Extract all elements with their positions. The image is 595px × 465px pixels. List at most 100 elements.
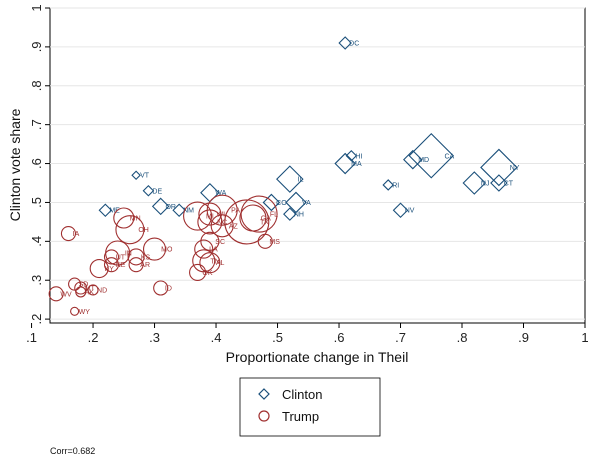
trump-point-ne (103, 257, 120, 273)
point-label-ar: AR (140, 262, 150, 269)
plot-area (49, 7, 586, 324)
clinton-point-co (262, 193, 281, 212)
x-tick-label: .1 (26, 330, 37, 345)
clinton-point-nv (392, 202, 409, 218)
point-label-vt: VT (140, 173, 150, 180)
point-label-ny: NY (510, 165, 520, 172)
point-label-nd: ND (97, 287, 107, 294)
clinton-point-il (276, 165, 304, 193)
point-label-hi: HI (355, 153, 362, 160)
trump-point-la (194, 239, 214, 259)
trump-point-al (199, 252, 221, 274)
point-label-al: AL (216, 260, 225, 267)
point-label-ca: CA (444, 153, 454, 160)
point-label-nv: NV (405, 208, 415, 215)
y-tick-label: .7 (29, 119, 44, 130)
x-tick-label: .9 (518, 330, 529, 345)
point-label-nc: NC (217, 219, 227, 226)
x-tick-label: .7 (395, 330, 406, 345)
point-label-wi: WI (216, 212, 225, 219)
trump-point-mt (74, 281, 88, 295)
trump-point-wy (70, 306, 80, 316)
point-label-mt: MT (85, 286, 96, 293)
point-label-nj: NJ (481, 181, 490, 188)
x-axis-title: Proportionate change in Theil (226, 349, 409, 365)
clinton-point-ca (408, 133, 455, 179)
point-label-ga: GA (261, 216, 271, 223)
point-label-ct: CT (504, 181, 514, 188)
point-label-me: ME (109, 208, 120, 215)
point-label-id: ID (165, 286, 172, 293)
x-tick-label: 1 (581, 330, 588, 345)
point-label-ri: RI (392, 182, 399, 189)
point-label-ky: KY (105, 266, 115, 273)
point-label-la: LA (209, 247, 218, 254)
point-label-az: AZ (229, 223, 239, 230)
y-tick-label: .5 (29, 197, 44, 208)
point-label-sd: SD (79, 282, 89, 289)
trump-point-ia (60, 226, 76, 242)
clinton-point-me (98, 203, 113, 217)
x-tick-label: .2 (88, 330, 99, 345)
x-tick-label: .8 (457, 330, 468, 345)
y-tick-label: .8 (29, 80, 44, 91)
x-tick-label: .5 (272, 330, 283, 345)
clinton-point-nh (283, 207, 297, 221)
point-label-ak: AK (85, 289, 95, 296)
clinton-point-dc (338, 36, 352, 50)
point-label-sc: SC (215, 239, 225, 246)
point-label-oh: OH (138, 227, 149, 234)
trump-point-mi (183, 201, 213, 231)
trump-point-tx (224, 199, 270, 245)
clinton-point-hi (345, 150, 358, 162)
clinton-point-nj (462, 171, 487, 195)
trump-point-nd (87, 284, 99, 296)
y-axis-ticks: .2 .3 .4 .5 .6 .7 .8 .9 1 (29, 4, 50, 325)
gridlines (50, 7, 585, 320)
x-axis-ticks: .1 .2 .3 .4 .5 .6 .7 .8 .9 1 (26, 323, 589, 345)
y-tick-label: .2 (29, 314, 44, 325)
point-label-wv: WV (60, 291, 72, 298)
x-tick-label: .4 (211, 330, 222, 345)
point-label-mo: MO (161, 247, 173, 254)
point-label-de: DE (152, 188, 162, 195)
point-label-or: OR (165, 204, 176, 211)
point-label-fl: FL (270, 212, 278, 219)
legend-clinton-diamond-icon (258, 388, 270, 400)
trump-point-wv (48, 286, 64, 302)
point-label-md: MD (418, 157, 429, 164)
clinton-point-nm (172, 203, 186, 217)
trump-point-sc (200, 231, 220, 251)
clinton-point-ma (334, 152, 356, 175)
point-label-ut: UT (116, 254, 126, 261)
trump-point-ms (257, 233, 273, 249)
trump-point-ga (239, 204, 267, 232)
point-label-ok: OK (202, 270, 212, 277)
y-tick-label: .4 (29, 236, 44, 247)
trump-point-mn (113, 207, 135, 229)
point-label-wa: WA (215, 190, 226, 197)
trump-point-mo (142, 237, 167, 261)
point-label-va: VA (302, 200, 311, 207)
point-label-ks: KS (141, 254, 151, 261)
clinton-point-vt (131, 170, 141, 180)
clinton-point-va (285, 191, 307, 214)
clinton-point-md (403, 149, 423, 170)
point-label-mi: MI (206, 214, 214, 221)
point-label-pa: PA (231, 208, 240, 215)
point-label-dc: DC (349, 41, 359, 48)
point-label-wy: WY (79, 309, 91, 316)
point-label-nh: NH (294, 212, 304, 219)
legend-trump-label: Trump (282, 409, 319, 424)
trump-point-ks (127, 248, 145, 266)
trump-point-ut (103, 249, 120, 265)
point-label-mn: MN (130, 216, 141, 223)
point-label-tn: TN (210, 258, 219, 265)
trump-point-ky (89, 259, 109, 279)
trump-point-tn (192, 249, 216, 273)
point-label-ma: MA (351, 161, 362, 168)
clinton-point-ct (490, 174, 508, 192)
trump-point-oh (115, 215, 145, 245)
